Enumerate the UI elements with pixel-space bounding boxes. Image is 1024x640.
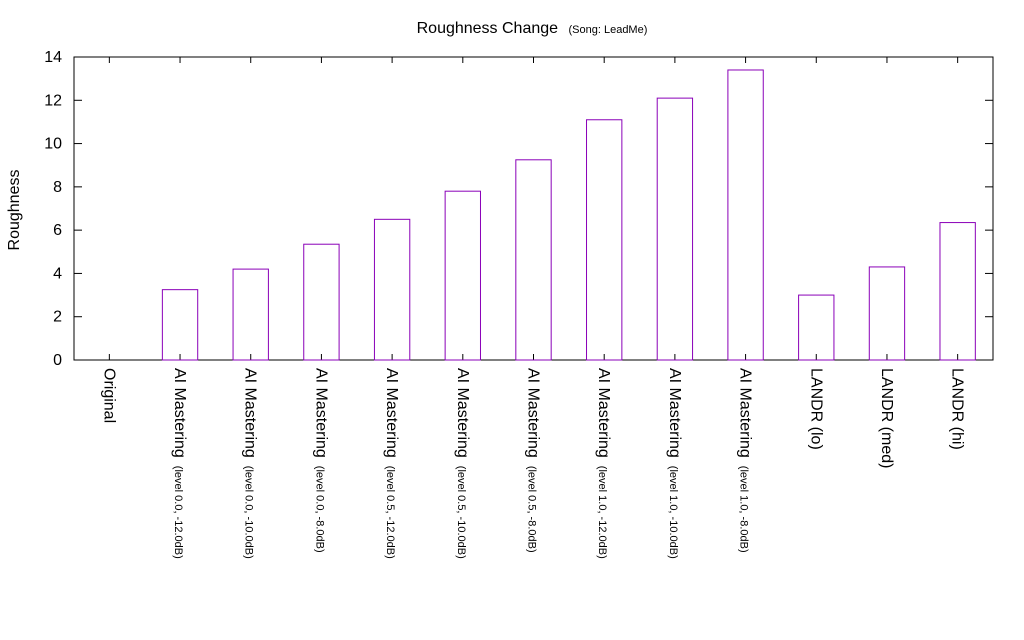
svg-text:Roughness Change (Song:: Roughness Change (Song: LeadMe)	[417, 20, 648, 37]
bar	[656, 97, 694, 361]
chart-title-group: Roughness Change (Song: LeadMe)	[417, 20, 648, 37]
category-sublabel: (level 1.0, -10.0dB)	[667, 466, 679, 559]
category-name: AI Mastering	[666, 368, 683, 458]
bar	[939, 222, 976, 361]
y-axis-label: Roughness	[6, 170, 23, 251]
category-sublabel: (level 1.0, -8.0dB)	[738, 466, 750, 553]
y-tick-label: 4	[53, 265, 62, 282]
category-name: AI Mastering	[454, 368, 471, 458]
category-sublabel: (level 0.5, -12.0dB)	[384, 466, 396, 559]
category-name: AI Mastering	[737, 368, 754, 458]
x-category-label: AI Mastering (level 1.0, -10.0dB)	[666, 368, 683, 559]
bars	[161, 69, 976, 361]
category-name: LANDR (med)	[878, 368, 895, 468]
category-name: AI Mastering	[595, 368, 612, 458]
category-sublabel: (level 0.5, -10.0dB)	[455, 466, 467, 559]
x-category-label: AI Mastering (level 0.0, -8.0dB)	[312, 368, 329, 553]
x-category-label: AI Mastering (level 0.5, -10.0dB)	[454, 368, 471, 559]
category-sublabel: (level 0.5, -8.0dB)	[526, 466, 538, 553]
bar	[303, 243, 340, 361]
chart-subtitle: (Song: LeadMe)	[569, 24, 648, 36]
y-tick-label: 6	[53, 222, 62, 239]
bar	[727, 69, 764, 361]
y-tick-label: 8	[53, 179, 62, 196]
category-name: AI Mastering	[525, 368, 542, 458]
bar	[373, 218, 411, 361]
x-category-label: AI Mastering (level 0.0, -10.0dB)	[242, 368, 259, 559]
x-category-label: AI Mastering (level 0.5, -8.0dB)	[525, 368, 542, 553]
y-tick-label: 12	[44, 92, 62, 109]
x-category-label: AI Mastering (level 1.0, -12.0dB)	[595, 368, 612, 559]
bar	[232, 268, 269, 361]
category-name: AI Mastering	[383, 368, 400, 458]
category-name: LANDR (hi)	[949, 368, 966, 450]
bar	[798, 294, 835, 361]
category-sublabel: (level 0.0, -12.0dB)	[172, 466, 184, 559]
y-tick-label: 0	[53, 352, 62, 369]
x-category-label: AI Mastering (level 0.0, -12.0dB)	[171, 368, 188, 559]
x-category-label: LANDR (hi)	[949, 368, 966, 450]
x-category-label: LANDR (lo)	[807, 368, 824, 450]
y-tick-label: 10	[44, 136, 62, 153]
category-name: LANDR (lo)	[807, 368, 824, 450]
x-category-label: LANDR (med)	[878, 368, 895, 468]
category-name: AI Mastering	[242, 368, 259, 458]
bar	[444, 190, 481, 361]
bar	[868, 266, 906, 361]
bar	[161, 289, 199, 361]
chart-title: Roughness Change	[417, 20, 559, 37]
x-axis-ticks	[108, 57, 959, 360]
category-sublabel: (level 0.0, -10.0dB)	[243, 466, 255, 559]
category-sublabel: (level 1.0, -12.0dB)	[596, 466, 608, 559]
bar	[515, 159, 552, 361]
category-name: Original	[100, 368, 117, 423]
y-tick-label: 14	[44, 49, 62, 66]
category-sublabel: (level 0.0, -8.0dB)	[313, 466, 325, 553]
y-axis-ticks: 0 2 4 6 8 10 12 14	[44, 49, 993, 369]
category-name: AI Mastering	[312, 368, 329, 458]
x-category-label: AI Mastering (level 0.5, -12.0dB)	[383, 368, 400, 559]
x-category-label: Original	[100, 368, 117, 423]
category-name: AI Mastering	[171, 368, 188, 458]
plot-frame	[73, 56, 994, 361]
bar	[586, 119, 623, 361]
y-tick-label: 2	[53, 309, 62, 326]
x-category-label: AI Mastering (level 1.0, -8.0dB)	[737, 368, 754, 553]
x-axis-labels: Original AI Mastering (level 0.0, -12.0dB)…	[100, 368, 965, 559]
